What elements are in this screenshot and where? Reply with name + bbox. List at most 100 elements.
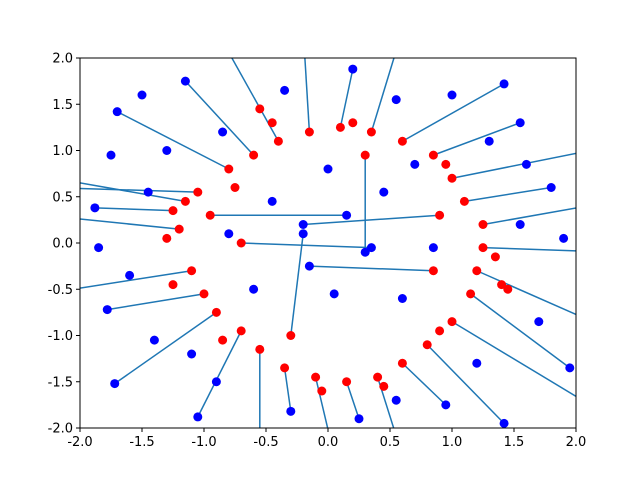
inner-point: [174, 224, 184, 234]
outer-point: [397, 294, 407, 303]
y-axis: -2.0 -1.5 -1.0 -0.5 0.0 0.5 1.0 1.5 2.0: [48, 52, 80, 437]
outer-point: [360, 247, 370, 257]
x-tick-label: 0.5: [380, 435, 401, 450]
line-segment: [451, 320, 576, 398]
outer-point: [102, 305, 112, 315]
line-segment: [290, 233, 304, 336]
outer-point: [354, 414, 364, 424]
inner-point: [379, 381, 389, 391]
x-axis: -2.0 -1.5 -1.0 -0.5 0.0 0.5 1.0 1.5 2.0: [67, 428, 586, 450]
outer-point: [565, 363, 575, 373]
line-segment: [94, 207, 174, 212]
line-segment: [309, 265, 434, 272]
line-segment: [464, 186, 552, 203]
line-segment: [80, 218, 180, 230]
x-tick-label: 1.0: [442, 435, 463, 450]
inner-point: [162, 233, 172, 243]
inner-points-layer: [162, 104, 513, 396]
outer-point: [391, 395, 401, 405]
line-segment: [370, 58, 395, 133]
inner-point: [317, 386, 327, 396]
x-tick-label: 2.0: [566, 435, 587, 450]
outer-point: [267, 196, 277, 206]
outer-point: [484, 136, 494, 146]
line-segment: [241, 242, 372, 249]
line-segment: [80, 270, 192, 289]
inner-point: [193, 187, 203, 197]
outer-point: [410, 159, 420, 169]
inner-point: [249, 150, 259, 160]
x-tick-label: -0.5: [253, 435, 278, 450]
outer-point: [447, 90, 457, 100]
x-tick-label: -1.0: [191, 435, 216, 450]
inner-point: [366, 127, 376, 137]
line-segment: [107, 293, 205, 311]
inner-point: [267, 118, 277, 128]
inner-point: [466, 289, 476, 299]
outer-point: [472, 358, 482, 368]
line-segment: [345, 381, 360, 419]
inner-point: [286, 331, 296, 340]
inner-point: [168, 206, 178, 216]
x-tick-label: -2.0: [67, 435, 92, 450]
outer-point: [304, 261, 314, 271]
inner-point: [335, 122, 345, 132]
line-segment: [80, 187, 198, 193]
line-segment: [283, 367, 292, 412]
outer-point: [143, 187, 153, 197]
inner-point: [211, 307, 221, 317]
outer-point: [90, 203, 100, 213]
inner-point: [503, 284, 513, 294]
outer-point: [280, 85, 290, 95]
line-segment: [426, 344, 505, 424]
inner-point: [180, 196, 190, 206]
y-tick-label: 1.0: [52, 144, 73, 159]
inner-point: [236, 238, 246, 248]
inner-point: [236, 326, 246, 336]
inner-point: [230, 183, 240, 192]
y-tick-label: -0.5: [48, 283, 73, 298]
inner-point: [273, 136, 283, 146]
line-segment: [470, 293, 571, 369]
outer-point: [110, 379, 120, 389]
outer-point: [180, 76, 190, 86]
inner-point: [224, 164, 234, 174]
outer-point: [499, 79, 509, 89]
line-segment: [482, 246, 576, 252]
inner-point: [472, 266, 482, 276]
inner-point: [397, 358, 407, 368]
inner-point: [447, 317, 457, 327]
outer-point: [441, 400, 451, 410]
line-segment: [339, 68, 354, 128]
inner-point: [497, 280, 507, 290]
outer-point: [298, 220, 308, 229]
y-tick-label: -1.5: [48, 375, 73, 390]
outer-point: [112, 107, 122, 117]
plot-area: [80, 58, 576, 428]
x-tick-label: -1.5: [129, 435, 154, 450]
y-tick-label: -2.0: [48, 422, 73, 437]
x-tick-label: 1.5: [504, 435, 525, 450]
inner-point: [199, 289, 209, 299]
outer-point: [94, 243, 104, 253]
outer-point: [249, 284, 259, 294]
line-segment: [303, 214, 440, 226]
line-segment: [433, 122, 521, 156]
inner-point: [280, 363, 290, 373]
outer-point: [323, 164, 333, 174]
outer-point: [125, 270, 135, 280]
line-segment: [402, 83, 505, 142]
inner-point: [478, 243, 488, 253]
inner-point: [373, 372, 383, 382]
inner-point: [441, 159, 451, 169]
inner-point: [435, 326, 445, 336]
inner-point: [304, 127, 314, 137]
inner-point: [428, 266, 438, 276]
y-tick-label: 0.0: [52, 237, 73, 252]
inner-point: [311, 372, 321, 382]
outer-point: [546, 183, 556, 192]
line-segment: [482, 207, 576, 226]
y-tick-label: 2.0: [52, 52, 73, 67]
outer-point: [211, 377, 221, 387]
